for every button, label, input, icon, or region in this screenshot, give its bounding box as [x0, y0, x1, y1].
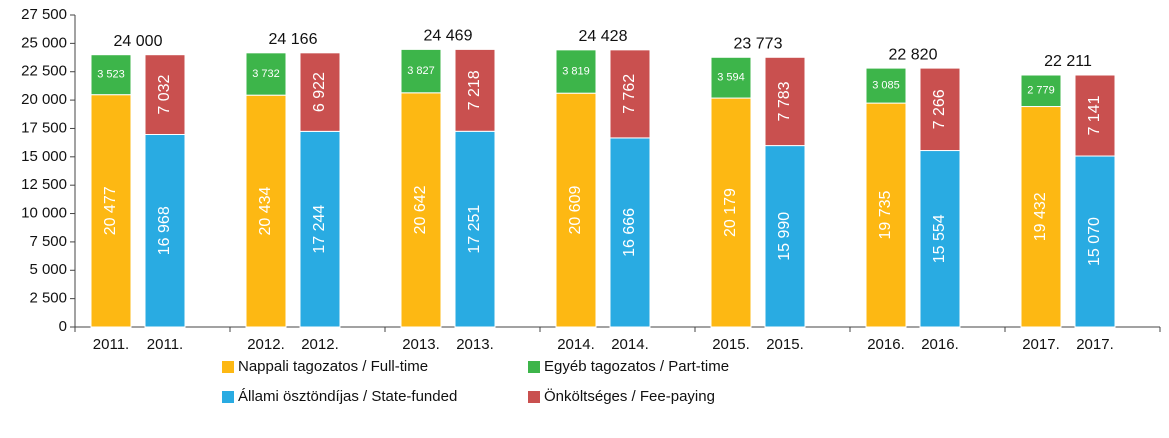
- y-tick-label: 27 500: [21, 6, 67, 23]
- y-tick-label: 10 000: [21, 205, 67, 222]
- y-tick-label: 20 000: [21, 91, 67, 108]
- legend-swatch: [222, 361, 234, 373]
- value-label: 7 218: [466, 70, 483, 110]
- total-label: 23 773: [734, 36, 783, 53]
- value-label: 20 609: [567, 186, 584, 235]
- bar-segment: [144, 54, 186, 135]
- bar-segment: [609, 49, 651, 139]
- y-tick-label: 0: [59, 318, 67, 335]
- x-tick-label: 2017.: [1076, 336, 1114, 353]
- legend-label: Állami ösztöndíjas / State-funded: [238, 388, 457, 405]
- value-label: 3 085: [872, 80, 900, 92]
- value-label: 7 783: [776, 81, 793, 121]
- y-tick-label: 17 500: [21, 119, 67, 136]
- bar-segment: [764, 56, 806, 147]
- y-tick-label: 2 500: [29, 290, 67, 307]
- x-tick-label: 2011.: [93, 336, 129, 353]
- x-tick-label: 2017.: [1022, 336, 1060, 353]
- bar-segment: [919, 150, 961, 328]
- y-tick-label: 22 500: [21, 63, 67, 80]
- legend-label: Egyéb tagozatos / Part-time: [544, 358, 729, 375]
- x-tick-label: 2011.: [147, 336, 183, 353]
- value-label: 17 244: [311, 205, 328, 254]
- value-label: 3 594: [717, 72, 745, 84]
- bar-segment: [400, 48, 442, 94]
- value-label: 3 732: [252, 68, 280, 80]
- total-label: 24 166: [269, 31, 318, 48]
- value-label: 20 642: [412, 185, 429, 234]
- bar-segment: [555, 49, 597, 94]
- value-label: 16 968: [156, 206, 173, 255]
- x-tick-label: 2012.: [247, 336, 285, 353]
- value-label: 20 434: [257, 187, 274, 236]
- value-label: 2 779: [1027, 85, 1055, 97]
- bar-segment: [555, 92, 597, 328]
- bar-segment: [454, 48, 496, 132]
- bar-segment: [1020, 74, 1062, 108]
- value-label: 15 070: [1086, 217, 1103, 266]
- value-label: 19 735: [877, 190, 894, 239]
- legend-swatch: [528, 391, 540, 403]
- bar-segment: [299, 52, 341, 132]
- bar-segment: [710, 56, 752, 99]
- x-tick-label: 2013.: [456, 336, 494, 353]
- bar-segment: [764, 145, 806, 328]
- total-label: 22 820: [889, 46, 938, 63]
- value-label: 19 432: [1032, 192, 1049, 241]
- bar-segment: [144, 133, 186, 328]
- y-tick-label: 5 000: [29, 261, 67, 278]
- legend-label: Nappali tagozatos / Full-time: [238, 358, 428, 375]
- value-label: 7 141: [1086, 95, 1103, 135]
- value-label: 7 762: [621, 74, 638, 114]
- value-label: 7 032: [156, 74, 173, 114]
- bar-segment: [245, 52, 287, 96]
- y-tick-label: 25 000: [21, 34, 67, 51]
- y-tick-label: 12 500: [21, 176, 67, 193]
- x-tick-label: 2014.: [557, 336, 595, 353]
- bar-segment: [865, 102, 907, 328]
- bar-segment: [90, 94, 132, 328]
- value-label: 20 477: [102, 186, 119, 235]
- x-tick-label: 2013.: [402, 336, 440, 353]
- x-tick-label: 2015.: [712, 336, 750, 353]
- bar-segment: [90, 54, 132, 96]
- y-tick-label: 7 500: [29, 233, 67, 250]
- bar-segment: [710, 97, 752, 328]
- bar-segment: [245, 94, 287, 328]
- value-label: 6 922: [311, 72, 328, 112]
- value-label: 7 266: [931, 89, 948, 129]
- bar-segment: [1020, 106, 1062, 328]
- bar-segment: [919, 67, 961, 152]
- bar-segment: [609, 137, 651, 328]
- value-label: 17 251: [466, 205, 483, 254]
- value-label: 15 990: [776, 212, 793, 261]
- bar-segment: [1074, 74, 1116, 157]
- value-label: 3 819: [562, 65, 590, 77]
- x-tick-label: 2015.: [766, 336, 804, 353]
- y-tick-label: 15 000: [21, 148, 67, 165]
- bar-segment: [865, 67, 907, 104]
- x-tick-label: 2016.: [867, 336, 905, 353]
- bar-segment: [299, 130, 341, 328]
- bar-segment: [400, 92, 442, 328]
- value-label: 20 179: [722, 188, 739, 237]
- bar-segment: [454, 130, 496, 328]
- x-tick-label: 2014.: [611, 336, 649, 353]
- value-label: 15 554: [931, 214, 948, 263]
- total-label: 24 428: [579, 28, 628, 45]
- total-label: 24 469: [424, 28, 473, 45]
- value-label: 16 666: [621, 208, 638, 257]
- total-label: 22 211: [1044, 53, 1092, 70]
- x-tick-label: 2016.: [921, 336, 959, 353]
- legend-swatch: [222, 391, 234, 403]
- value-label: 3 523: [97, 69, 125, 81]
- x-tick-label: 2012.: [301, 336, 339, 353]
- legend-label: Önköltséges / Fee-paying: [544, 387, 715, 405]
- total-label: 24 000: [114, 33, 163, 50]
- legend-swatch: [528, 361, 540, 373]
- value-label: 3 827: [407, 65, 435, 77]
